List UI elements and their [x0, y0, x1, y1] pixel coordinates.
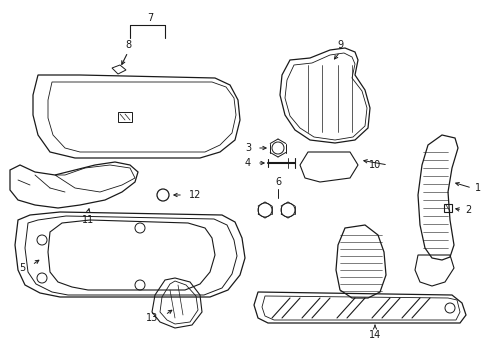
Text: 8: 8: [124, 40, 131, 50]
Text: 14: 14: [368, 330, 380, 340]
Text: 12: 12: [188, 190, 201, 200]
Text: 10: 10: [368, 160, 380, 170]
Text: 13: 13: [145, 313, 158, 323]
Text: 1: 1: [474, 183, 480, 193]
Text: 9: 9: [336, 40, 343, 50]
Text: 6: 6: [274, 177, 281, 187]
Text: 7: 7: [146, 13, 153, 23]
Text: 3: 3: [244, 143, 250, 153]
Text: 5: 5: [19, 263, 25, 273]
Text: 4: 4: [244, 158, 250, 168]
Text: 11: 11: [81, 215, 94, 225]
Text: 2: 2: [464, 205, 470, 215]
